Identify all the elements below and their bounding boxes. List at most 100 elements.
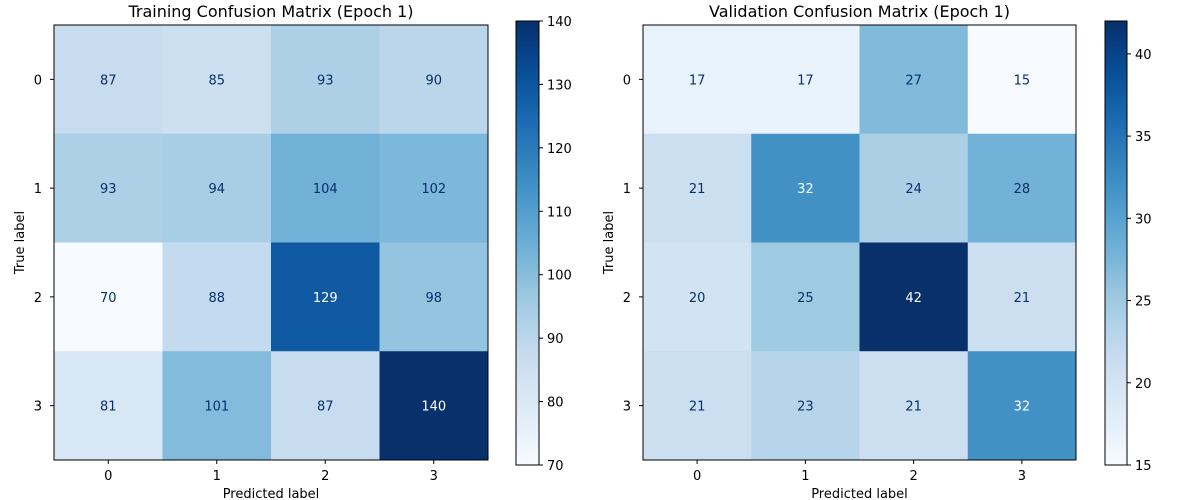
heatmap-cell xyxy=(271,242,380,352)
cell-value-label: 90 xyxy=(425,73,442,88)
y-tick-label: 3 xyxy=(623,400,631,415)
cell-value-label: 94 xyxy=(208,182,225,197)
cell-value-label: 102 xyxy=(421,182,446,197)
colorbar-tick-label: 130 xyxy=(547,78,572,93)
heatmap-cell xyxy=(751,133,860,243)
heatmap-cell xyxy=(54,242,163,352)
cell-value-label: 70 xyxy=(100,291,117,306)
x-axis-label: Predicted label xyxy=(223,487,320,500)
heatmap-cell xyxy=(967,242,1077,352)
cell-value-label: 101 xyxy=(204,400,229,415)
heatmap-cell xyxy=(751,242,860,352)
cell-value-label: 140 xyxy=(421,400,446,415)
y-tick-label: 2 xyxy=(623,291,631,306)
cell-value-label: 17 xyxy=(797,73,814,88)
heatmap-cell xyxy=(271,25,380,135)
x-tick-label: 1 xyxy=(801,469,809,484)
colorbar-tick-label: 25 xyxy=(1135,295,1152,310)
cell-value-label: 81 xyxy=(100,400,117,415)
cell-value-label: 21 xyxy=(905,400,922,415)
cell-value-label: 28 xyxy=(1014,182,1031,197)
heatmap-cell xyxy=(643,25,752,135)
colorbar-tick-label: 40 xyxy=(1135,48,1152,63)
colorbar-bar xyxy=(515,20,540,466)
heatmap-cell xyxy=(54,133,163,243)
cell-value-label: 23 xyxy=(797,400,814,415)
heatmap-cell xyxy=(271,351,380,461)
x-tick-label: 3 xyxy=(1018,469,1026,484)
y-axis-label: True label xyxy=(13,211,28,275)
chart-title: Training Confusion Matrix (Epoch 1) xyxy=(127,2,413,21)
cell-value-label: 15 xyxy=(1014,73,1031,88)
x-tick-label: 2 xyxy=(321,469,329,484)
x-tick-label: 3 xyxy=(430,469,438,484)
colorbar-tick-label: 35 xyxy=(1135,130,1152,145)
cell-value-label: 20 xyxy=(689,291,706,306)
x-tick-label: 0 xyxy=(693,469,701,484)
cell-value-label: 85 xyxy=(208,73,225,88)
heatmap-cell xyxy=(379,133,489,243)
cell-value-label: 32 xyxy=(1014,400,1031,415)
heatmap-cell xyxy=(162,351,272,461)
cell-value-label: 27 xyxy=(905,73,922,88)
y-tick-label: 0 xyxy=(34,73,42,88)
y-tick-label: 2 xyxy=(34,291,42,306)
colorbar-tick-label: 30 xyxy=(1135,212,1152,227)
heatmap-cell xyxy=(379,25,489,135)
heatmap-cell xyxy=(162,242,272,352)
cell-value-label: 21 xyxy=(689,182,706,197)
heatmap-cell xyxy=(859,133,969,243)
heatmap-cell xyxy=(859,351,969,461)
cell-value-label: 98 xyxy=(425,291,442,306)
cell-value-label: 24 xyxy=(905,182,922,197)
cell-value-label: 32 xyxy=(797,182,814,197)
heatmap-cell xyxy=(379,351,489,461)
colorbar-tick-label: 20 xyxy=(1135,377,1152,392)
x-tick-label: 1 xyxy=(213,469,221,484)
colorbar-tick-label: 110 xyxy=(547,205,572,220)
cell-value-label: 25 xyxy=(797,291,814,306)
heatmap-cell xyxy=(54,351,163,461)
heatmap-cell xyxy=(162,25,272,135)
colorbar-tick-label: 70 xyxy=(547,459,564,474)
heatmap-cell xyxy=(162,133,272,243)
heatmap-cell xyxy=(643,242,752,352)
heatmap-cell xyxy=(751,351,860,461)
colorbar-tick-label: 100 xyxy=(547,269,572,284)
chart-title: Validation Confusion Matrix (Epoch 1) xyxy=(709,2,1010,21)
cell-value-label: 93 xyxy=(317,73,334,88)
colorbar-tick-label: 90 xyxy=(547,332,564,347)
heatmap-cell xyxy=(859,242,969,352)
cell-value-label: 129 xyxy=(313,291,338,306)
colorbar-tick-label: 120 xyxy=(547,142,572,157)
heatmap-cell xyxy=(967,351,1077,461)
heatmap-cell xyxy=(751,25,860,135)
heatmap-cell xyxy=(54,25,163,135)
cell-value-label: 104 xyxy=(313,182,338,197)
heatmap-cell xyxy=(643,133,752,243)
heatmap-cell xyxy=(643,351,752,461)
colorbar-tick-label: 15 xyxy=(1135,459,1152,474)
heatmap-cell xyxy=(967,25,1077,135)
heatmap-cell xyxy=(379,242,489,352)
cell-value-label: 87 xyxy=(317,400,334,415)
cell-value-label: 42 xyxy=(905,291,922,306)
y-tick-label: 1 xyxy=(623,182,631,197)
cell-value-label: 87 xyxy=(100,73,117,88)
x-tick-label: 0 xyxy=(104,469,112,484)
cell-value-label: 21 xyxy=(1014,291,1031,306)
cell-value-label: 17 xyxy=(689,73,706,88)
cell-value-label: 88 xyxy=(208,291,225,306)
y-tick-label: 3 xyxy=(34,400,42,415)
colorbar-tick-label: 80 xyxy=(547,396,564,411)
heatmap-cell xyxy=(967,133,1077,243)
colorbar: 70 80 90 100 110 120 130 140 xyxy=(515,15,572,474)
y-axis-label: True label xyxy=(602,211,617,275)
x-axis-label: Predicted label xyxy=(811,487,908,500)
x-tick-label: 2 xyxy=(909,469,917,484)
colorbar-bar xyxy=(1104,20,1128,466)
cell-value-label: 93 xyxy=(100,182,117,197)
axes-frame xyxy=(642,24,1077,461)
